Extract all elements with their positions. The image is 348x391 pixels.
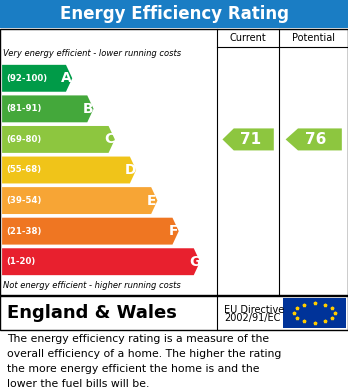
- Text: 71: 71: [240, 132, 261, 147]
- Bar: [283, 298, 346, 328]
- Text: F: F: [168, 224, 178, 238]
- Text: (1-20): (1-20): [6, 257, 35, 266]
- Text: Very energy efficient - lower running costs: Very energy efficient - lower running co…: [3, 50, 181, 59]
- Bar: [0, 296, 348, 330]
- Bar: [0, 0, 348, 28]
- Text: G: G: [189, 255, 200, 269]
- Text: The energy efficiency rating is a measure of the: The energy efficiency rating is a measur…: [7, 334, 269, 344]
- Polygon shape: [286, 128, 342, 151]
- Text: Current: Current: [230, 33, 267, 43]
- Polygon shape: [2, 218, 179, 245]
- Text: D: D: [125, 163, 136, 177]
- Polygon shape: [222, 128, 274, 151]
- Text: overall efficiency of a home. The higher the rating: overall efficiency of a home. The higher…: [7, 349, 281, 359]
- Text: Not energy efficient - higher running costs: Not energy efficient - higher running co…: [3, 280, 181, 289]
- Polygon shape: [2, 126, 115, 153]
- Text: the more energy efficient the home is and the: the more energy efficient the home is an…: [7, 364, 260, 374]
- Text: 76: 76: [305, 132, 327, 147]
- Text: B: B: [83, 102, 93, 116]
- Polygon shape: [2, 95, 94, 122]
- Text: EU Directive: EU Directive: [224, 305, 284, 315]
- Text: (69-80): (69-80): [6, 135, 41, 144]
- Polygon shape: [2, 65, 72, 92]
- Bar: [0, 29, 348, 295]
- Text: lower the fuel bills will be.: lower the fuel bills will be.: [7, 378, 149, 389]
- Text: (55-68): (55-68): [6, 165, 41, 174]
- Polygon shape: [2, 248, 200, 275]
- Text: (92-100): (92-100): [6, 74, 47, 83]
- Text: (39-54): (39-54): [6, 196, 42, 205]
- Polygon shape: [2, 156, 136, 183]
- Text: A: A: [61, 71, 72, 85]
- Text: Potential: Potential: [292, 33, 335, 43]
- Text: E: E: [147, 194, 157, 208]
- Text: Energy Efficiency Rating: Energy Efficiency Rating: [60, 5, 288, 23]
- Text: 2002/91/EC: 2002/91/EC: [224, 313, 280, 323]
- Text: (81-91): (81-91): [6, 104, 42, 113]
- Polygon shape: [2, 187, 157, 214]
- Text: (21-38): (21-38): [6, 227, 42, 236]
- Text: England & Wales: England & Wales: [7, 304, 177, 322]
- Text: C: C: [104, 133, 114, 146]
